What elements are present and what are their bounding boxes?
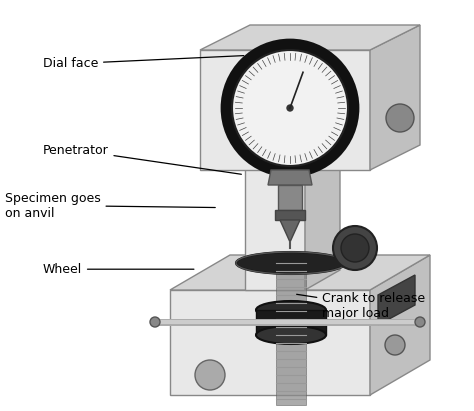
Polygon shape [200,50,370,170]
Ellipse shape [236,252,346,274]
Polygon shape [170,255,430,290]
Circle shape [415,317,425,327]
Polygon shape [170,290,370,395]
Circle shape [341,234,369,262]
Polygon shape [305,40,340,290]
Text: Wheel: Wheel [43,263,194,276]
Text: Specimen goes
on anvil: Specimen goes on anvil [5,192,215,219]
Text: Penetrator: Penetrator [43,143,241,174]
Text: Crank to release
major load: Crank to release major load [297,292,426,320]
Circle shape [386,104,414,132]
Circle shape [232,50,348,166]
Polygon shape [278,185,302,210]
Circle shape [333,226,377,270]
Circle shape [150,317,160,327]
Circle shape [222,40,358,176]
Polygon shape [276,263,306,405]
Polygon shape [256,310,326,335]
Circle shape [195,360,225,390]
Ellipse shape [256,326,326,344]
Polygon shape [245,60,305,290]
Polygon shape [200,25,420,50]
Polygon shape [370,255,430,395]
Polygon shape [275,210,305,220]
Polygon shape [378,275,415,325]
Text: Dial face: Dial face [43,55,244,70]
Polygon shape [268,170,312,185]
Ellipse shape [256,301,326,319]
Circle shape [385,335,405,355]
Polygon shape [280,220,300,242]
Polygon shape [370,25,420,170]
Circle shape [287,105,293,111]
